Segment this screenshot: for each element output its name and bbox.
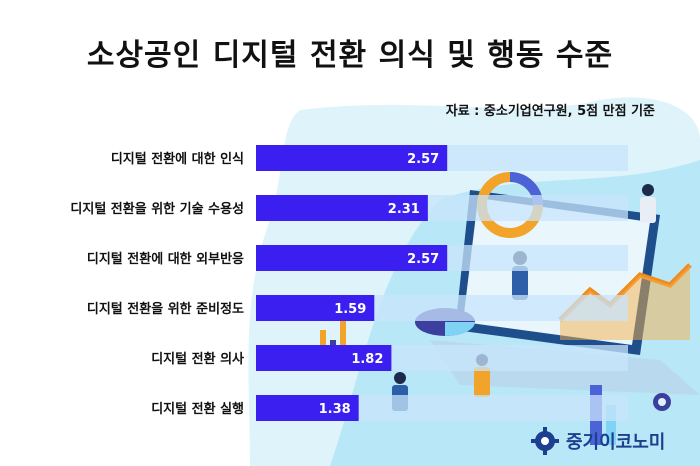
bar-3: [256, 245, 448, 271]
gear-icon: [531, 427, 559, 455]
source-note: 자료 : 중소기업연구원, 5점 만점 기준: [445, 104, 655, 119]
bar-2: [256, 195, 428, 221]
category-label: 디지털 전환 의사: [151, 351, 244, 367]
category-label: 디지털 전환에 대한 인식: [111, 151, 244, 167]
value-label: 2.57: [407, 152, 439, 167]
value-label: 2.31: [388, 202, 420, 217]
bar-4: [256, 295, 375, 321]
value-label: 2.57: [407, 252, 439, 267]
brand-name: 중기이코노미: [566, 432, 666, 453]
value-label: 1.82: [351, 352, 383, 367]
bar-5: [256, 345, 392, 371]
gear-decoration-icon: [653, 393, 671, 411]
bar-6: [256, 395, 359, 421]
page-title: 소상공인 디지털 전환 의식 및 행동 수준: [86, 38, 614, 73]
category-label: 디지털 전환을 위한 기술 수용성: [70, 201, 244, 217]
category-label: 디지털 전환 실행: [151, 401, 244, 417]
category-label: 디지털 전환을 위한 준비정도: [87, 301, 244, 317]
value-label: 1.59: [334, 302, 366, 317]
value-label: 1.38: [319, 402, 351, 417]
brand-logo: 중기이코노미: [530, 426, 665, 456]
category-label: 디지털 전환에 대한 외부반응: [87, 251, 244, 267]
bar-1: [256, 145, 448, 171]
